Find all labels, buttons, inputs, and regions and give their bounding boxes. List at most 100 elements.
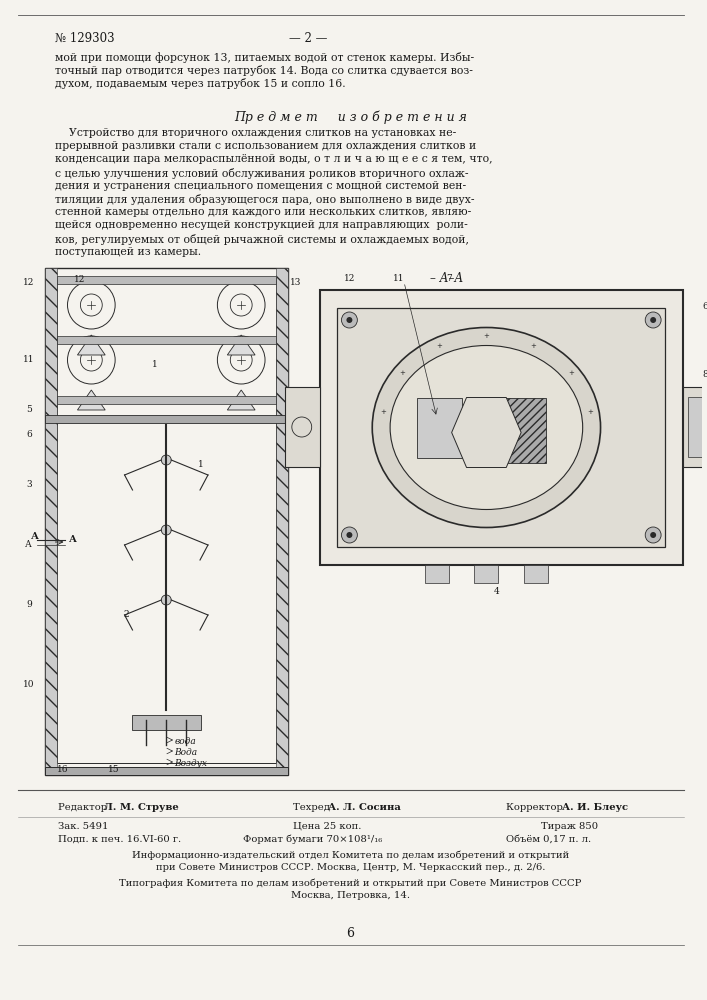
Text: 2: 2 bbox=[124, 610, 129, 619]
Bar bbox=[320, 290, 683, 565]
Text: при Совете Министров СССР. Москва, Центр, М. Черкасский пер., д. 2/6.: при Совете Министров СССР. Москва, Центр… bbox=[156, 863, 545, 872]
Bar bbox=[45, 767, 288, 775]
Text: А: А bbox=[25, 540, 33, 549]
Text: 12: 12 bbox=[23, 278, 35, 287]
Bar bbox=[337, 308, 665, 547]
Polygon shape bbox=[78, 390, 105, 410]
Text: 3: 3 bbox=[26, 480, 32, 489]
Circle shape bbox=[645, 312, 661, 328]
Text: 13: 13 bbox=[290, 278, 301, 287]
Text: 10: 10 bbox=[23, 680, 35, 689]
Circle shape bbox=[161, 595, 171, 605]
Text: 11: 11 bbox=[23, 355, 35, 364]
Text: стенной камеры отдельно для каждого или нескольких слитков, являю-: стенной камеры отдельно для каждого или … bbox=[54, 207, 471, 217]
Circle shape bbox=[650, 317, 656, 323]
Text: — 2 —: — 2 — bbox=[288, 32, 327, 45]
Text: поступающей из камеры.: поступающей из камеры. bbox=[54, 247, 201, 257]
Text: +: + bbox=[587, 409, 593, 415]
Text: 11: 11 bbox=[393, 274, 405, 283]
Text: конденсации пара мелкораспылённой воды, о т л и ч а ю щ е е с я тем, что,: конденсации пара мелкораспылённой воды, … bbox=[54, 154, 492, 164]
Text: Формат бумаги 70×108¹/₁₆: Формат бумаги 70×108¹/₁₆ bbox=[243, 835, 382, 844]
Bar bbox=[57, 276, 276, 284]
Bar bbox=[524, 565, 548, 583]
Text: 16: 16 bbox=[57, 765, 69, 774]
Bar bbox=[45, 268, 288, 775]
Text: Редактор: Редактор bbox=[57, 803, 110, 812]
Text: № 129303: № 129303 bbox=[54, 32, 115, 45]
Text: А. Л. Сосина: А. Л. Сосина bbox=[327, 803, 400, 812]
Text: +: + bbox=[436, 343, 442, 349]
Text: 15: 15 bbox=[108, 765, 120, 774]
Polygon shape bbox=[452, 397, 521, 468]
Text: Зак. 5491: Зак. 5491 bbox=[57, 822, 108, 831]
Text: – А–А: – А–А bbox=[430, 272, 463, 285]
Text: с целью улучшения условий обслуживания роликов вторичного охлаж-: с целью улучшения условий обслуживания р… bbox=[54, 168, 468, 179]
Text: Цена 25 коп.: Цена 25 коп. bbox=[293, 822, 361, 831]
Text: Тираж 850: Тираж 850 bbox=[541, 822, 598, 831]
Text: вода: вода bbox=[174, 737, 196, 746]
Bar bbox=[132, 715, 201, 730]
Text: Москва, Петровка, 14.: Москва, Петровка, 14. bbox=[291, 891, 410, 900]
Text: Пр е д м е т     и з о б р е т е н и я: Пр е д м е т и з о б р е т е н и я bbox=[234, 110, 467, 123]
Text: Устройство для вторичного охлаждения слитков на установках не-: Устройство для вторичного охлаждения сли… bbox=[54, 128, 456, 138]
Text: 8: 8 bbox=[702, 370, 707, 379]
Circle shape bbox=[346, 317, 352, 323]
Bar bbox=[688, 397, 707, 457]
Bar bbox=[276, 268, 288, 775]
Text: +: + bbox=[399, 370, 405, 376]
Text: мой при помощи форсунок 13, питаемых водой от стенок камеры. Избы-: мой при помощи форсунок 13, питаемых вод… bbox=[54, 52, 474, 63]
Text: Л. М. Струве: Л. М. Струве bbox=[104, 803, 179, 812]
Bar bbox=[491, 397, 546, 462]
Bar bbox=[45, 268, 57, 775]
Bar bbox=[285, 387, 320, 467]
Text: 7: 7 bbox=[446, 274, 452, 283]
Text: тиляции для удаления образующегося пара, оно выполнено в виде двух-: тиляции для удаления образующегося пара,… bbox=[54, 194, 474, 205]
Text: 6: 6 bbox=[346, 927, 354, 940]
Text: 6: 6 bbox=[26, 430, 32, 439]
Text: А: А bbox=[31, 532, 39, 541]
Text: А. И. Блеус: А. И. Блеус bbox=[562, 803, 628, 812]
Text: Корректор: Корректор bbox=[506, 803, 566, 812]
Circle shape bbox=[341, 312, 357, 328]
Bar bbox=[320, 290, 683, 565]
Bar bbox=[425, 565, 449, 583]
Text: 1: 1 bbox=[198, 460, 204, 469]
Text: духом, подаваемым через патрубок 15 и сопло 16.: духом, подаваемым через патрубок 15 и со… bbox=[54, 78, 345, 89]
Text: точный пар отводится через патрубок 14. Вода со слитка сдувается воз-: точный пар отводится через патрубок 14. … bbox=[54, 65, 472, 76]
Text: Техред: Техред bbox=[293, 803, 333, 812]
Text: 12: 12 bbox=[74, 275, 85, 284]
Bar bbox=[57, 396, 276, 404]
Text: +: + bbox=[531, 343, 537, 349]
Text: Вода: Вода bbox=[174, 748, 197, 757]
Bar bbox=[57, 280, 276, 763]
Bar bbox=[474, 565, 498, 583]
Text: Подп. к печ. 16.VI-60 г.: Подп. к печ. 16.VI-60 г. bbox=[57, 835, 181, 844]
Circle shape bbox=[645, 527, 661, 543]
Text: Информационно-издательский отдел Комитета по делам изобретений и открытий: Информационно-издательский отдел Комитет… bbox=[132, 850, 569, 859]
Text: 5: 5 bbox=[26, 405, 32, 414]
Circle shape bbox=[346, 532, 352, 538]
Text: ков, регулируемых от общей рычажной системы и охлаждаемых водой,: ков, регулируемых от общей рычажной сист… bbox=[54, 234, 469, 245]
Polygon shape bbox=[228, 390, 255, 410]
Bar bbox=[57, 336, 276, 344]
Circle shape bbox=[650, 532, 656, 538]
Text: Объём 0,17 п. л.: Объём 0,17 п. л. bbox=[506, 835, 591, 844]
Text: дения и устранения специального помещения с мощной системой вен-: дения и устранения специального помещени… bbox=[54, 181, 466, 191]
Text: Типография Комитета по делам изобретений и открытий при Совете Министров СССР: Типография Комитета по делам изобретений… bbox=[119, 878, 582, 888]
Ellipse shape bbox=[390, 346, 583, 510]
Text: прерывной разливки стали с использованием для охлаждения слитков и: прерывной разливки стали с использование… bbox=[54, 141, 476, 151]
Text: 4: 4 bbox=[493, 587, 499, 596]
Polygon shape bbox=[228, 335, 255, 355]
Bar bbox=[45, 415, 288, 423]
Text: +: + bbox=[484, 334, 489, 340]
Text: щейся одновременно несущей конструкцией для направляющих  роли-: щейся одновременно несущей конструкцией … bbox=[54, 220, 467, 230]
Polygon shape bbox=[78, 335, 105, 355]
Text: 12: 12 bbox=[344, 274, 355, 283]
Circle shape bbox=[161, 525, 171, 535]
Bar bbox=[417, 397, 462, 458]
Text: 6: 6 bbox=[702, 302, 707, 311]
Text: А: А bbox=[69, 535, 76, 544]
Ellipse shape bbox=[373, 328, 600, 528]
Circle shape bbox=[161, 455, 171, 465]
Text: +: + bbox=[568, 370, 574, 376]
